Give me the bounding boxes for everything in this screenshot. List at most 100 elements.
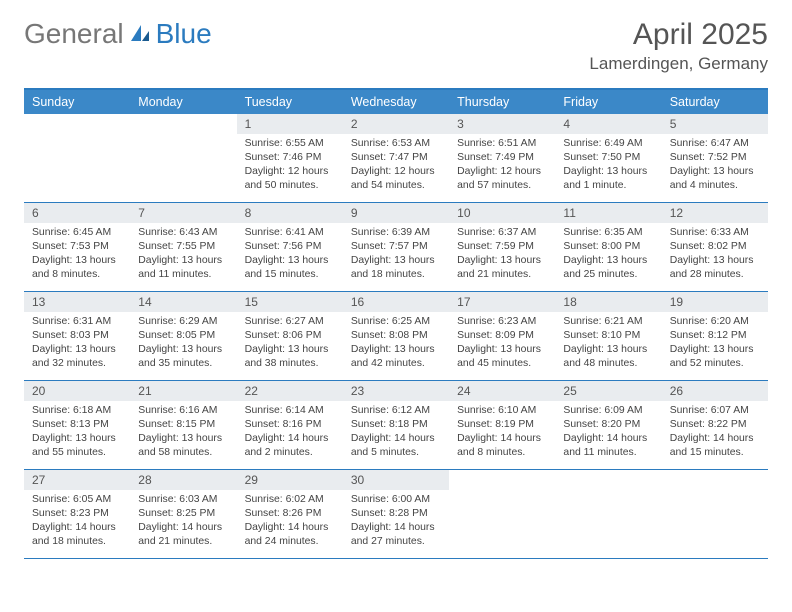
sunrise-text: Sunrise: 6:33 AM — [670, 226, 760, 240]
weekday-header: Thursday — [449, 90, 555, 114]
day-number — [24, 114, 130, 120]
calendar-day: 25Sunrise: 6:09 AMSunset: 8:20 PMDayligh… — [555, 381, 661, 469]
day-number: 29 — [237, 470, 343, 490]
sunset-text: Sunset: 8:19 PM — [457, 418, 547, 432]
daylight-text: Daylight: 13 hours and 4 minutes. — [670, 165, 760, 193]
weekday-header: Tuesday — [237, 90, 343, 114]
daylight-text: Daylight: 13 hours and 32 minutes. — [32, 343, 122, 371]
location-label: Lamerdingen, Germany — [589, 54, 768, 74]
calendar-week: 6Sunrise: 6:45 AMSunset: 7:53 PMDaylight… — [24, 203, 768, 292]
day-details: Sunrise: 6:27 AMSunset: 8:06 PMDaylight:… — [237, 312, 343, 377]
calendar-week: 20Sunrise: 6:18 AMSunset: 8:13 PMDayligh… — [24, 381, 768, 470]
daylight-text: Daylight: 14 hours and 11 minutes. — [563, 432, 653, 460]
day-number — [662, 470, 768, 476]
day-number: 14 — [130, 292, 236, 312]
daylight-text: Daylight: 13 hours and 25 minutes. — [563, 254, 653, 282]
calendar: SundayMondayTuesdayWednesdayThursdayFrid… — [24, 88, 768, 559]
calendar-day: 29Sunrise: 6:02 AMSunset: 8:26 PMDayligh… — [237, 470, 343, 558]
sunset-text: Sunset: 8:25 PM — [138, 507, 228, 521]
calendar-day: 15Sunrise: 6:27 AMSunset: 8:06 PMDayligh… — [237, 292, 343, 380]
day-number: 7 — [130, 203, 236, 223]
calendar-day — [449, 470, 555, 558]
calendar-day — [130, 114, 236, 202]
sunset-text: Sunset: 8:12 PM — [670, 329, 760, 343]
sunrise-text: Sunrise: 6:14 AM — [245, 404, 335, 418]
sunrise-text: Sunrise: 6:43 AM — [138, 226, 228, 240]
sunrise-text: Sunrise: 6:20 AM — [670, 315, 760, 329]
calendar-day: 14 Sunrise: 6:29 AMSunset: 8:05 PMDayligh… — [130, 292, 236, 380]
sunrise-text: Sunrise: 6:09 AM — [563, 404, 653, 418]
calendar-day: 30Sunrise: 6:00 AMSunset: 8:28 PMDayligh… — [343, 470, 449, 558]
daylight-text: Daylight: 14 hours and 2 minutes. — [245, 432, 335, 460]
daylight-text: Daylight: 12 hours and 57 minutes. — [457, 165, 547, 193]
calendar-day: 22Sunrise: 6:14 AMSunset: 8:16 PMDayligh… — [237, 381, 343, 469]
sunset-text: Sunset: 7:59 PM — [457, 240, 547, 254]
sunrise-text: Sunrise: 6:29 AM — [138, 315, 228, 329]
calendar-day: 5Sunrise: 6:47 AMSunset: 7:52 PMDaylight… — [662, 114, 768, 202]
day-details: Sunrise: 6:09 AMSunset: 8:20 PMDaylight:… — [555, 401, 661, 466]
daylight-text: Daylight: 13 hours and 48 minutes. — [563, 343, 653, 371]
sunrise-text: Sunrise: 6:45 AM — [32, 226, 122, 240]
sunset-text: Sunset: 7:47 PM — [351, 151, 441, 165]
day-number — [555, 470, 661, 476]
weekday-header: Monday — [130, 90, 236, 114]
weekday-header: Friday — [555, 90, 661, 114]
day-details: Sunrise: 6:23 AMSunset: 8:09 PMDaylight:… — [449, 312, 555, 377]
sunrise-text: Sunrise: 6:12 AM — [351, 404, 441, 418]
day-details: Sunrise: 6:10 AMSunset: 8:19 PMDaylight:… — [449, 401, 555, 466]
calendar-day: 9Sunrise: 6:39 AMSunset: 7:57 PMDaylight… — [343, 203, 449, 291]
day-number: 9 — [343, 203, 449, 223]
day-details: Sunrise: 6:12 AMSunset: 8:18 PMDaylight:… — [343, 401, 449, 466]
daylight-text: Daylight: 13 hours and 21 minutes. — [457, 254, 547, 282]
calendar-day: 2Sunrise: 6:53 AMSunset: 7:47 PMDaylight… — [343, 114, 449, 202]
sunset-text: Sunset: 8:26 PM — [245, 507, 335, 521]
day-details: Sunrise: 6:02 AMSunset: 8:26 PMDaylight:… — [237, 490, 343, 555]
daylight-text: Daylight: 13 hours and 11 minutes. — [138, 254, 228, 282]
calendar-week: 27Sunrise: 6:05 AMSunset: 8:23 PMDayligh… — [24, 470, 768, 559]
day-number: 3 — [449, 114, 555, 134]
sunset-text: Sunset: 8:03 PM — [32, 329, 122, 343]
day-number — [130, 114, 236, 120]
day-details: Sunrise: 6:37 AMSunset: 7:59 PMDaylight:… — [449, 223, 555, 288]
sunset-text: Sunset: 8:13 PM — [32, 418, 122, 432]
day-details: Sunrise: 6:51 AMSunset: 7:49 PMDaylight:… — [449, 134, 555, 199]
calendar-day: 17Sunrise: 6:23 AMSunset: 8:09 PMDayligh… — [449, 292, 555, 380]
day-details: Sunrise: 6:33 AMSunset: 8:02 PMDaylight:… — [662, 223, 768, 288]
sunrise-text: Sunrise: 6:51 AM — [457, 137, 547, 151]
daylight-text: Daylight: 12 hours and 54 minutes. — [351, 165, 441, 193]
sunset-text: Sunset: 8:18 PM — [351, 418, 441, 432]
daylight-text: Daylight: 13 hours and 38 minutes. — [245, 343, 335, 371]
sunset-text: Sunset: 7:50 PM — [563, 151, 653, 165]
calendar-day: 21Sunrise: 6:16 AMSunset: 8:15 PMDayligh… — [130, 381, 236, 469]
sunset-text: Sunset: 8:16 PM — [245, 418, 335, 432]
day-number: 25 — [555, 381, 661, 401]
calendar-day: 19Sunrise: 6:20 AMSunset: 8:12 PMDayligh… — [662, 292, 768, 380]
daylight-text: Daylight: 12 hours and 50 minutes. — [245, 165, 335, 193]
day-details: Sunrise: 6:53 AMSunset: 7:47 PMDaylight:… — [343, 134, 449, 199]
day-number: 18 — [555, 292, 661, 312]
daylight-text: Daylight: 13 hours and 35 minutes. — [138, 343, 228, 371]
daylight-text: Daylight: 14 hours and 21 minutes. — [138, 521, 228, 549]
day-number: 12 — [662, 203, 768, 223]
sunset-text: Sunset: 7:53 PM — [32, 240, 122, 254]
calendar-body: 1Sunrise: 6:55 AMSunset: 7:46 PMDaylight… — [24, 114, 768, 559]
day-number: 21 — [130, 381, 236, 401]
calendar-day: 24Sunrise: 6:10 AMSunset: 8:19 PMDayligh… — [449, 381, 555, 469]
sunrise-text: Sunrise: 6:31 AM — [32, 315, 122, 329]
sunset-text: Sunset: 8:05 PM — [138, 329, 228, 343]
logo-sail-icon — [129, 18, 151, 50]
calendar-week: 1Sunrise: 6:55 AMSunset: 7:46 PMDaylight… — [24, 114, 768, 203]
day-number: 26 — [662, 381, 768, 401]
sunrise-text: Sunrise: 6:25 AM — [351, 315, 441, 329]
sunrise-text: Sunrise: 6:27 AM — [245, 315, 335, 329]
day-number: 28 — [130, 470, 236, 490]
weekday-header-row: SundayMondayTuesdayWednesdayThursdayFrid… — [24, 90, 768, 114]
calendar-day: 23Sunrise: 6:12 AMSunset: 8:18 PMDayligh… — [343, 381, 449, 469]
day-number: 2 — [343, 114, 449, 134]
day-details: Sunrise: 6:35 AMSunset: 8:00 PMDaylight:… — [555, 223, 661, 288]
sunrise-text: Sunrise: 6:55 AM — [245, 137, 335, 151]
day-number: 16 — [343, 292, 449, 312]
sunrise-text: Sunrise: 6:03 AM — [138, 493, 228, 507]
page-header: General Blue April 2025 Lamerdingen, Ger… — [24, 18, 768, 74]
logo: General Blue — [24, 18, 212, 50]
